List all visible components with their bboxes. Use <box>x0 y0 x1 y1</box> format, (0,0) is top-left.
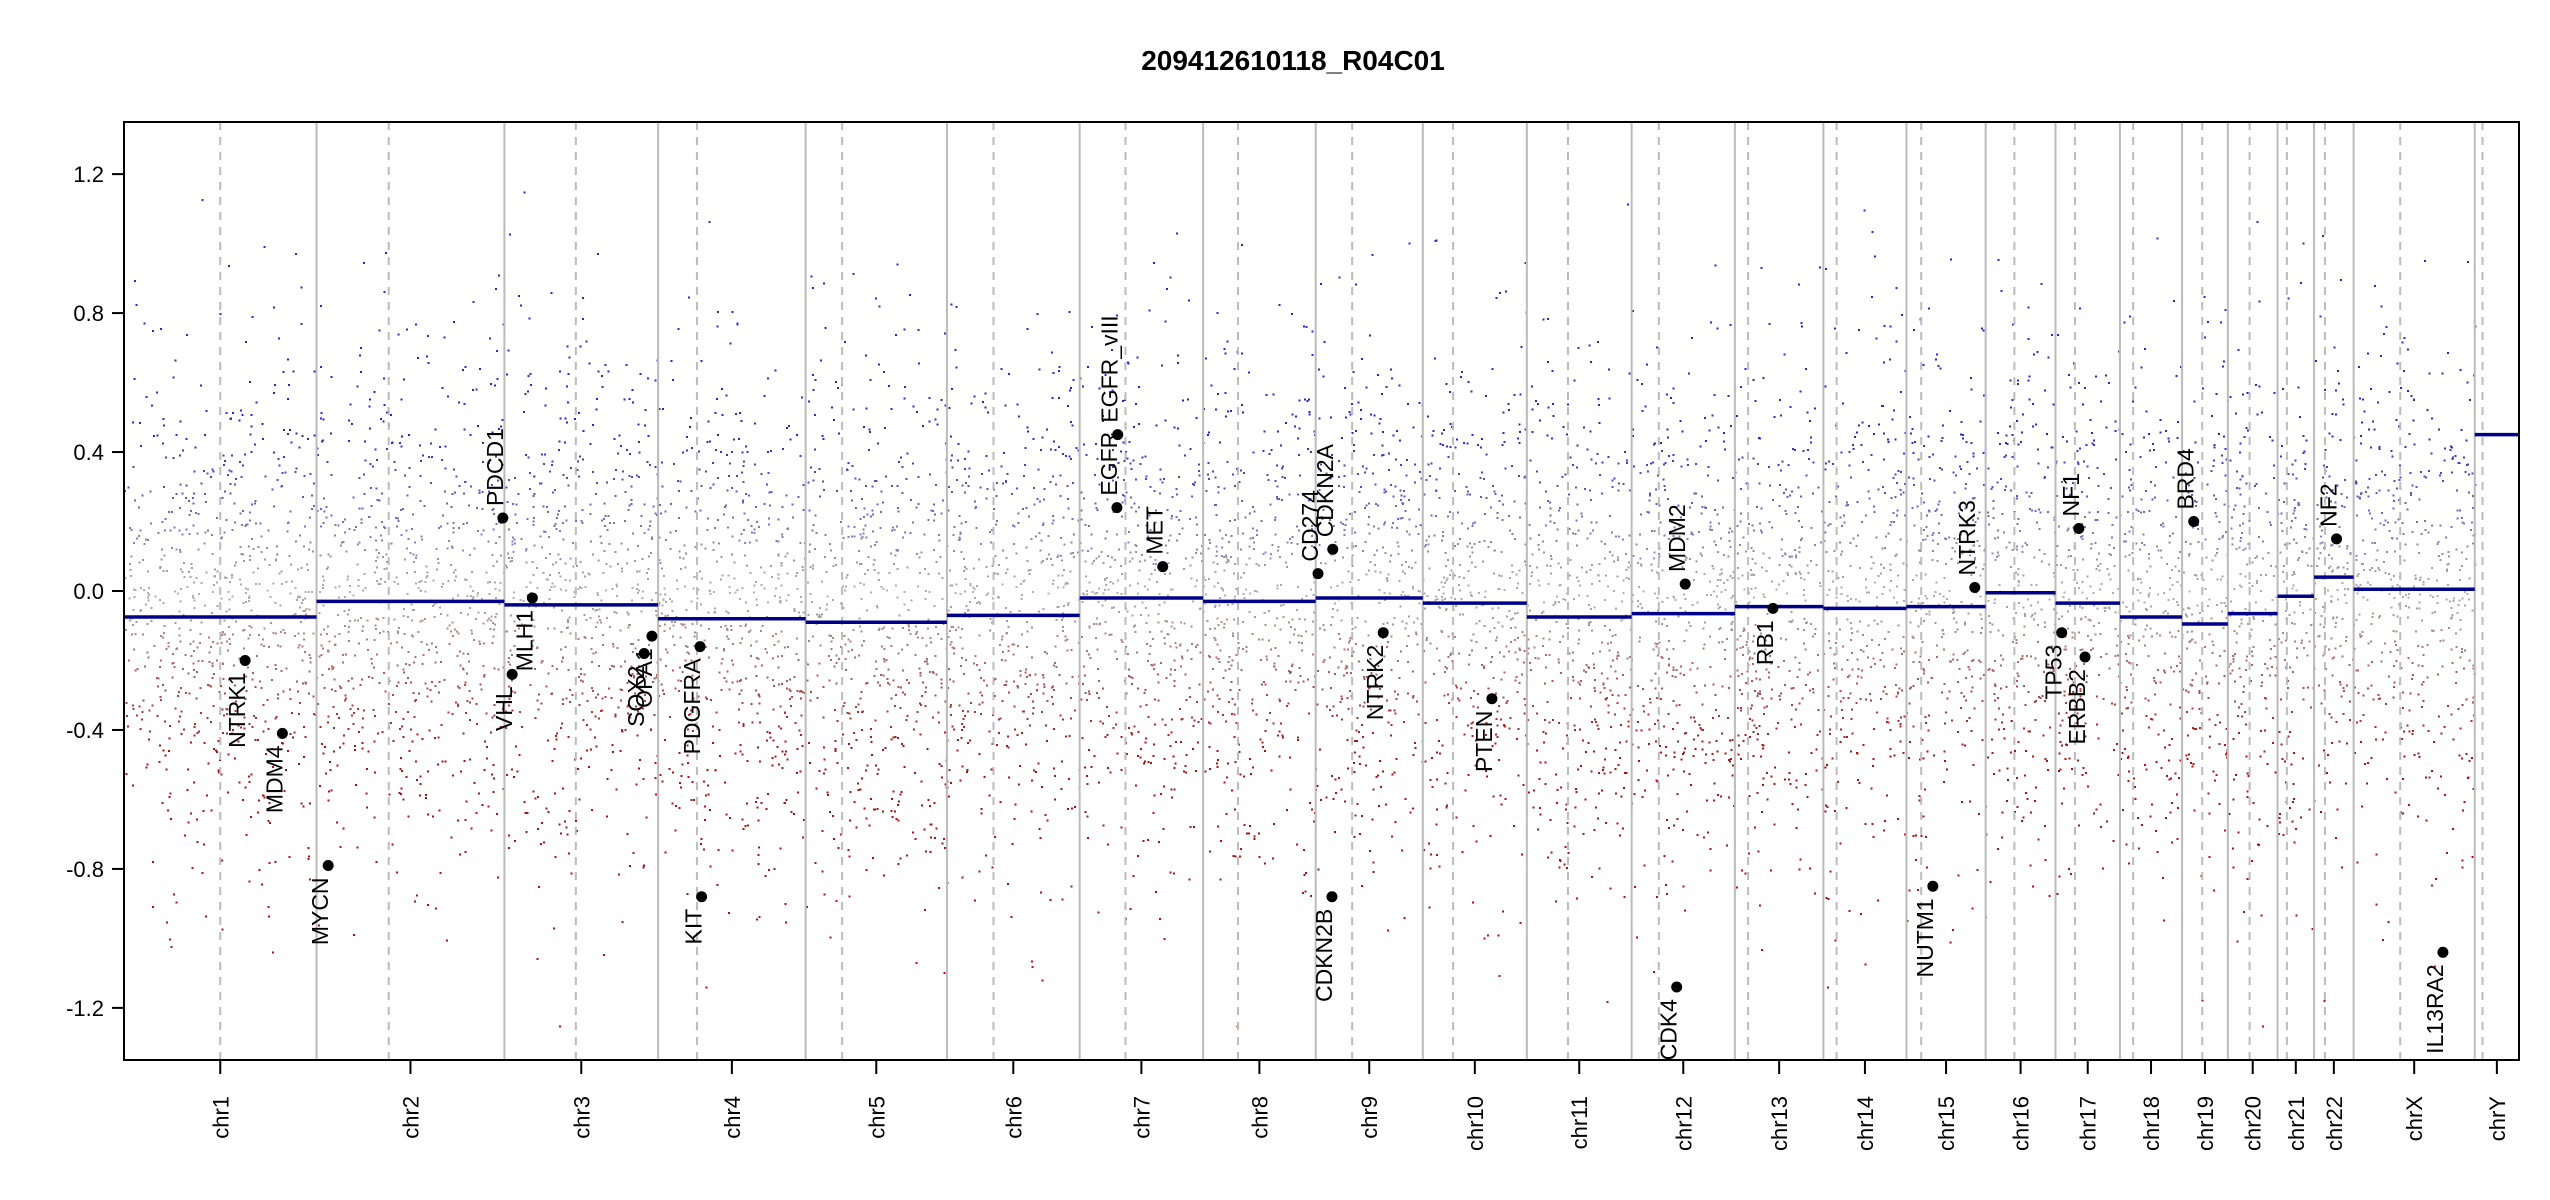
chromosome-label-chr8: chr8 <box>1247 1096 1272 1139</box>
chromosome-label-chr13: chr13 <box>1767 1096 1792 1151</box>
chromosome-label-chr20: chr20 <box>2241 1096 2266 1151</box>
gene-label-pdgfra: PDGFRA <box>679 658 705 755</box>
chromosome-label-chr4: chr4 <box>720 1096 745 1139</box>
gene-label-mdm2: MDM2 <box>1664 504 1690 572</box>
chromosome-label-chr22: chr22 <box>2322 1096 2347 1151</box>
chromosome-label-chr19: chr19 <box>2193 1096 2218 1151</box>
chromosome-label-chr18: chr18 <box>2139 1096 2164 1151</box>
gene-point-rb1 <box>1767 602 1779 614</box>
gene-point-pten <box>1486 693 1498 705</box>
gene-label-ntrk2: NTRK2 <box>1362 645 1388 720</box>
y-tick-label: -0.4 <box>66 718 104 743</box>
probe-points-layer <box>124 191 2477 1028</box>
gene-label-rb1: RB1 <box>1752 620 1778 665</box>
gene-point-mlh1 <box>526 592 538 604</box>
gene-point-met <box>1157 561 1169 573</box>
gene-label-erbb2: ERBB2 <box>2064 669 2090 744</box>
gene-point-ntrk1 <box>239 654 251 666</box>
gene-point-pdcd1 <box>497 512 509 524</box>
gene-label-met: MET <box>1142 506 1168 555</box>
gene-point-nutm1 <box>1927 880 1939 892</box>
chromosome-label-chr5: chr5 <box>864 1096 889 1139</box>
chromosome-label-chr21: chr21 <box>2284 1096 2309 1151</box>
gene-label-egfr: EGFR <box>1096 432 1122 496</box>
gene-label-ntrk3: NTRK3 <box>1954 500 1980 575</box>
chromosome-label-chr9: chr9 <box>1357 1096 1382 1139</box>
gene-label-cdk4: CDK4 <box>1656 999 1682 1061</box>
gene-label-brd4: BRD4 <box>2173 448 2199 510</box>
gene-point-ntrk3 <box>1969 582 1981 594</box>
chromosome-label-chr11: chr11 <box>1567 1096 1592 1149</box>
gene-label-opa1: OPA1 <box>631 648 657 708</box>
gene-label-sox2: SOX2 <box>623 666 649 727</box>
gene-label-egfr_viii: EGFR_vIII <box>1097 315 1123 422</box>
chromosome-label-chrY: chrY <box>2485 1096 2510 1142</box>
chromosome-label-chr15: chr15 <box>1934 1096 1959 1151</box>
chromosome-label-chr10: chr10 <box>1463 1096 1488 1151</box>
chromosome-label-chr1: chr1 <box>208 1096 233 1139</box>
gene-label-nf2: NF2 <box>2316 483 2342 526</box>
chromosome-label-chr7: chr7 <box>1129 1096 1154 1139</box>
gene-point-mdm4 <box>276 727 288 739</box>
y-tick-label: -1.2 <box>66 996 104 1021</box>
chromosome-lines-layer <box>219 122 2484 1060</box>
gene-label-kit: KIT <box>681 909 707 945</box>
chromosome-label-chr12: chr12 <box>1671 1096 1696 1151</box>
gene-point-nf2 <box>2331 533 2343 545</box>
gene-point-cdk4 <box>1671 981 1683 993</box>
chart-title: 209412610118_R04C01 <box>1141 45 1445 76</box>
gene-label-cd274: CD274 <box>1297 490 1323 562</box>
gene-label-cdkn2b: CDKN2B <box>1311 909 1337 1002</box>
gene-point-il13ra2 <box>2437 946 2449 958</box>
y-tick-label: 1.2 <box>73 162 104 187</box>
gene-point-cd274 <box>1312 568 1324 580</box>
chromosome-label-chr16: chr16 <box>2009 1096 2034 1151</box>
gene-point-sox2 <box>638 648 650 660</box>
gene-point-egfr_viii <box>1112 429 1124 441</box>
gene-label-mdm4: MDM4 <box>261 745 287 813</box>
gene-label-il13ra2: IL13RA2 <box>2422 964 2448 1054</box>
gene-point-opa1 <box>646 630 658 642</box>
gene-point-tp53 <box>2056 627 2068 639</box>
segment-layer <box>124 432 2519 626</box>
gene-point-cdkn2a <box>1327 543 1339 555</box>
gene-label-nutm1: NUTM1 <box>1912 898 1938 977</box>
gene-label-vhl: VHL <box>491 686 517 731</box>
gene-point-ntrk2 <box>1377 627 1389 639</box>
gene-label-ntrk1: NTRK1 <box>224 672 250 747</box>
gene-label-pdcd1: PDCD1 <box>482 428 508 506</box>
gene-point-erbb2 <box>2079 651 2091 663</box>
gene-label-nf1: NF1 <box>2058 473 2084 516</box>
gene-point-vhl <box>506 668 518 680</box>
y-tick-label: 0.8 <box>73 301 104 326</box>
chromosome-label-chr3: chr3 <box>569 1096 594 1139</box>
gene-label-mlh1: MLH1 <box>511 610 537 671</box>
gene-label-pten: PTEN <box>1471 711 1497 772</box>
y-tick-label: 0.0 <box>73 579 104 604</box>
axes-layer: 1.2 0.8 0.4 0.0 -0.4 -0.8 -1.2 chr1 chr2 chr3 chr4… <box>66 121 2520 1151</box>
chromosome-label-chrX: chrX <box>2402 1096 2427 1142</box>
chromosome-label-chr6: chr6 <box>1001 1096 1026 1139</box>
gene-point-pdgfra <box>694 641 706 653</box>
chromosome-label-chr2: chr2 <box>398 1096 423 1139</box>
gene-point-egfr <box>1111 502 1123 514</box>
chromosome-label-chr17: chr17 <box>2076 1096 2101 1151</box>
gene-point-brd4 <box>2188 516 2200 528</box>
gene-point-mdm2 <box>1679 578 1691 590</box>
gene-label-mycn: MYCN <box>307 877 333 945</box>
gene-label-cdkn2a: CDKN2A <box>1312 443 1338 537</box>
gene-point-cdkn2b <box>1326 891 1338 903</box>
chromosome-label-chr14: chr14 <box>1853 1096 1878 1151</box>
gene-point-kit <box>696 891 708 903</box>
gene-point-nf1 <box>2073 522 2085 534</box>
gene-point-mycn <box>322 859 334 871</box>
y-tick-label: -0.8 <box>66 857 104 882</box>
y-tick-label: 0.4 <box>73 440 104 465</box>
gene-label-tp53: TP53 <box>2041 645 2067 700</box>
